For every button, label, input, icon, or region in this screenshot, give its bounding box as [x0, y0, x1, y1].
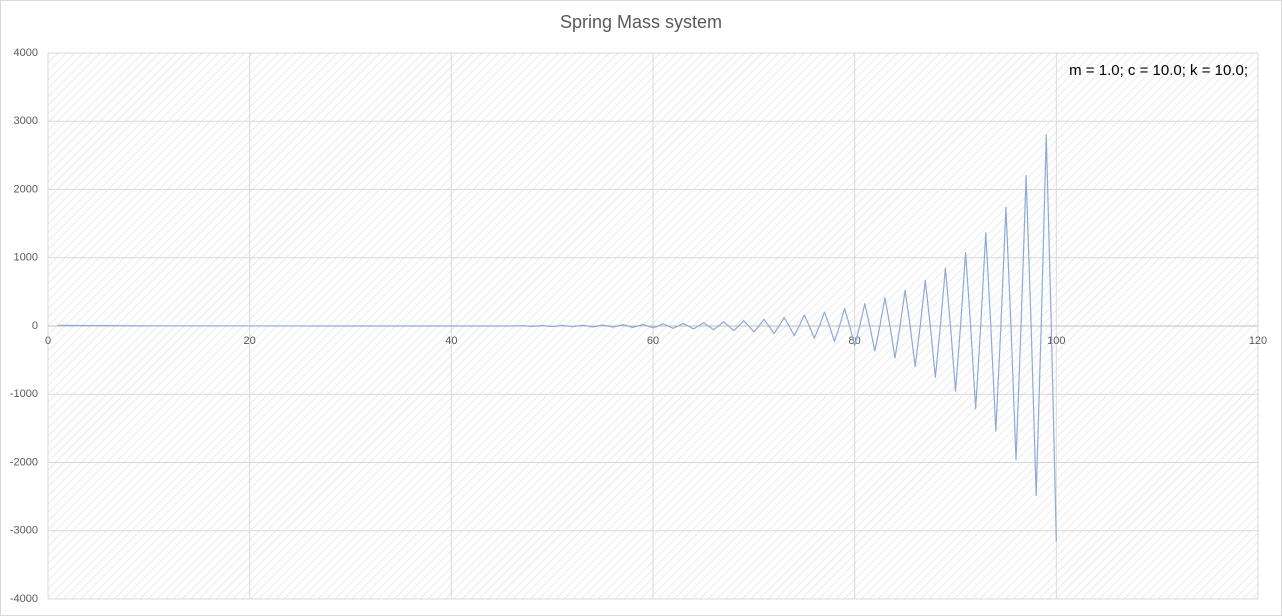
y-tick-label: 4000	[14, 47, 38, 59]
x-tick-label: 0	[45, 335, 51, 347]
y-tick-label: 0	[32, 320, 38, 332]
x-tick-label: 20	[244, 335, 256, 347]
x-tick-label: 40	[445, 335, 457, 347]
annotation: m = 1.0; c = 10.0; k = 10.0;	[1069, 62, 1248, 79]
y-tick-label: -2000	[10, 456, 38, 468]
x-tick-label: 100	[1047, 335, 1065, 347]
x-tick-label: 120	[1249, 335, 1267, 347]
y-tick-label: -1000	[10, 388, 38, 400]
x-tick-label: 60	[647, 335, 659, 347]
y-tick-label: -3000	[10, 525, 38, 537]
y-tick-label: -4000	[10, 593, 38, 605]
y-tick-label: 1000	[14, 252, 38, 264]
x-tick-label: 80	[849, 335, 861, 347]
y-tick-label: 2000	[14, 183, 38, 195]
y-tick-label: 3000	[14, 115, 38, 127]
chart-title: Spring Mass system	[560, 12, 722, 32]
data-line	[58, 134, 1057, 542]
